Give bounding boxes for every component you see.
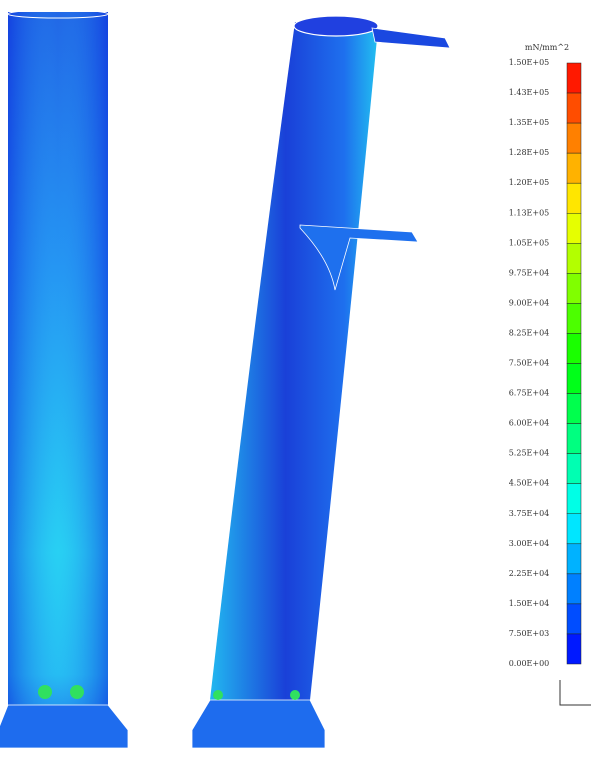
color-bar <box>567 63 581 664</box>
color-band <box>567 394 581 424</box>
legend-label: 9.00E+04 <box>509 298 550 307</box>
color-band <box>567 604 581 634</box>
legend-label: 1.20E+05 <box>509 178 550 187</box>
right-column <box>192 16 450 748</box>
legend-label: 2.25E+04 <box>509 569 550 578</box>
color-band <box>567 424 581 454</box>
legend-label: 1.05E+05 <box>509 238 550 247</box>
legend-label: 1.43E+05 <box>509 88 550 97</box>
color-band <box>567 364 581 394</box>
color-band <box>567 574 581 604</box>
color-band <box>567 63 581 93</box>
color-band <box>567 303 581 333</box>
legend-label: 5.25E+04 <box>509 449 550 458</box>
color-band <box>567 273 581 303</box>
color-band <box>567 183 581 213</box>
left-column <box>0 10 128 748</box>
legend-unit: mN/mm^2 <box>525 43 569 52</box>
color-band <box>567 544 581 574</box>
color-band <box>567 93 581 123</box>
color-band <box>567 213 581 243</box>
legend-label: 6.75E+04 <box>509 389 550 398</box>
legend-label: 7.50E+03 <box>509 629 550 638</box>
legend-label: 1.50E+04 <box>509 599 550 608</box>
legend-label: 1.50E+05 <box>509 58 550 67</box>
legend-label: 6.00E+04 <box>509 419 550 428</box>
legend-label: 4.50E+04 <box>509 479 550 488</box>
color-band <box>567 123 581 153</box>
legend-label: 1.35E+05 <box>509 118 550 127</box>
stress-plot: mN/mm^2 1.50E+05 1.43E+05 1.35E+05 1.28E+05… <box>0 0 591 753</box>
color-band <box>567 153 581 183</box>
color-band <box>567 454 581 484</box>
color-band <box>567 634 581 664</box>
color-band <box>567 333 581 363</box>
color-band <box>567 514 581 544</box>
color-band <box>567 484 581 514</box>
legend-label: 3.00E+04 <box>509 539 550 548</box>
legend-label: 8.25E+04 <box>509 328 550 337</box>
color-band <box>567 243 581 273</box>
legend-label: 1.28E+05 <box>509 148 550 157</box>
legend-label: 3.75E+04 <box>509 509 550 518</box>
legend-label: 1.13E+05 <box>509 208 550 217</box>
legend-label: 9.75E+04 <box>509 268 550 277</box>
legend-label: 0.00E+00 <box>509 659 550 668</box>
axis-bracket <box>560 680 591 705</box>
legend-label: 7.50E+04 <box>509 359 550 368</box>
